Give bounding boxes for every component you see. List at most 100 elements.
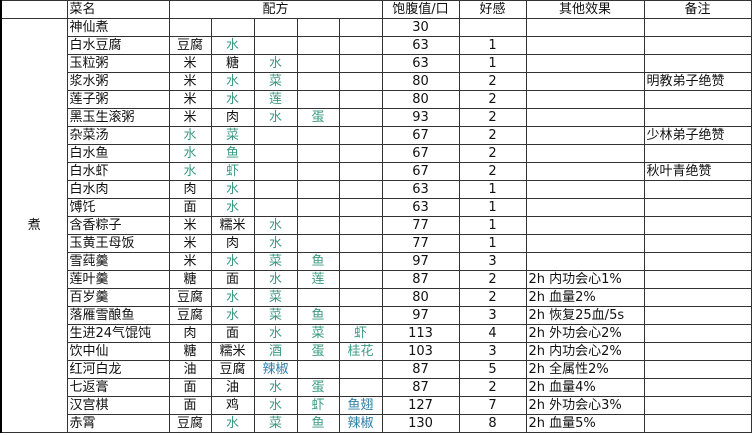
- ingredient-cell[interactable]: 蛋: [296, 342, 340, 361]
- ingredient-cell[interactable]: [296, 54, 340, 73]
- effect-cell[interactable]: [525, 198, 645, 217]
- ingredient-cell[interactable]: [338, 360, 383, 379]
- ingredient-cell[interactable]: 豆腐: [210, 360, 255, 379]
- header-effect[interactable]: 其他效果: [525, 0, 645, 19]
- ingredient-cell[interactable]: [338, 288, 383, 307]
- ingredient-cell[interactable]: [296, 198, 340, 217]
- note-cell[interactable]: 少林弟子绝赞: [643, 126, 752, 145]
- satiety-cell[interactable]: 113: [381, 324, 460, 343]
- satiety-cell[interactable]: 97: [381, 252, 460, 271]
- ingredient-cell[interactable]: [338, 306, 383, 325]
- dish-name-cell[interactable]: 莲子粥: [66, 90, 170, 109]
- satiety-cell[interactable]: 93: [381, 108, 460, 127]
- effect-cell[interactable]: [525, 72, 645, 91]
- dish-name-cell[interactable]: 白水肉: [66, 180, 170, 199]
- ingredient-cell[interactable]: [253, 198, 298, 217]
- ingredient-cell[interactable]: [296, 72, 340, 91]
- dish-name-cell[interactable]: 杂菜汤: [66, 126, 170, 145]
- note-cell[interactable]: [643, 306, 752, 325]
- ingredient-cell[interactable]: 面: [168, 396, 212, 415]
- dish-name-cell[interactable]: 神仙煮: [66, 18, 170, 37]
- ingredient-cell[interactable]: [338, 180, 383, 199]
- note-cell[interactable]: [643, 378, 752, 397]
- ingredient-cell[interactable]: 米: [168, 234, 212, 253]
- favor-cell[interactable]: [458, 18, 527, 37]
- ingredient-cell[interactable]: [296, 216, 340, 235]
- header-note[interactable]: 备注: [643, 0, 752, 19]
- ingredient-cell[interactable]: 辣椒: [338, 414, 383, 433]
- note-cell[interactable]: 秋叶青绝赞: [643, 162, 752, 181]
- favor-cell[interactable]: 1: [458, 234, 527, 253]
- ingredient-cell[interactable]: 水: [210, 90, 255, 109]
- ingredient-cell[interactable]: 豆腐: [168, 306, 212, 325]
- note-cell[interactable]: [643, 198, 752, 217]
- ingredient-cell[interactable]: [338, 216, 383, 235]
- ingredient-cell[interactable]: [253, 144, 298, 163]
- ingredient-cell[interactable]: 水: [253, 234, 298, 253]
- dish-name-cell[interactable]: 白水豆腐: [66, 36, 170, 55]
- ingredient-cell[interactable]: 豆腐: [168, 288, 212, 307]
- favor-cell[interactable]: 2: [458, 378, 527, 397]
- effect-cell[interactable]: 2h 恢复25血/5s: [525, 306, 645, 325]
- ingredient-cell[interactable]: 糖: [168, 270, 212, 289]
- favor-cell[interactable]: 1: [458, 216, 527, 235]
- favor-cell[interactable]: 2: [458, 270, 527, 289]
- effect-cell[interactable]: [525, 90, 645, 109]
- ingredient-cell[interactable]: 水: [210, 36, 255, 55]
- satiety-cell[interactable]: 80: [381, 72, 460, 91]
- ingredient-cell[interactable]: [338, 198, 383, 217]
- ingredient-cell[interactable]: 菜: [253, 288, 298, 307]
- effect-cell[interactable]: [525, 54, 645, 73]
- ingredient-cell[interactable]: 桂花: [338, 342, 383, 361]
- ingredient-cell[interactable]: [253, 180, 298, 199]
- category-cell[interactable]: 煮: [0, 18, 68, 433]
- note-cell[interactable]: [643, 180, 752, 199]
- favor-cell[interactable]: 1: [458, 54, 527, 73]
- ingredient-cell[interactable]: [296, 90, 340, 109]
- ingredient-cell[interactable]: 糖: [210, 54, 255, 73]
- ingredient-cell[interactable]: 辣椒: [253, 360, 298, 379]
- ingredient-cell[interactable]: 糖: [168, 342, 212, 361]
- ingredient-cell[interactable]: [296, 36, 340, 55]
- effect-cell[interactable]: [525, 108, 645, 127]
- ingredient-cell[interactable]: 面: [168, 198, 212, 217]
- dish-name-cell[interactable]: 雪莼羹: [66, 252, 170, 271]
- ingredient-cell[interactable]: 米: [168, 72, 212, 91]
- dish-name-cell[interactable]: 含香粽子: [66, 216, 170, 235]
- favor-cell[interactable]: 2: [458, 126, 527, 145]
- favor-cell[interactable]: 4: [458, 324, 527, 343]
- note-cell[interactable]: [643, 396, 752, 415]
- favor-cell[interactable]: 3: [458, 342, 527, 361]
- ingredient-cell[interactable]: 水: [210, 306, 255, 325]
- satiety-cell[interactable]: 103: [381, 342, 460, 361]
- favor-cell[interactable]: 3: [458, 306, 527, 325]
- note-cell[interactable]: [643, 18, 752, 37]
- ingredient-cell[interactable]: 蛋: [296, 108, 340, 127]
- dish-name-cell[interactable]: 馎饦: [66, 198, 170, 217]
- ingredient-cell[interactable]: [296, 18, 340, 37]
- ingredient-cell[interactable]: 水: [253, 270, 298, 289]
- favor-cell[interactable]: 8: [458, 414, 527, 433]
- favor-cell[interactable]: 2: [458, 108, 527, 127]
- header-satiety[interactable]: 饱腹值/口: [381, 0, 460, 19]
- ingredient-cell[interactable]: 酒: [253, 342, 298, 361]
- effect-cell[interactable]: 2h 内功会心1%: [525, 270, 645, 289]
- dish-name-cell[interactable]: 汉宫棋: [66, 396, 170, 415]
- dish-name-cell[interactable]: 莲叶羹: [66, 270, 170, 289]
- ingredient-cell[interactable]: 油: [210, 378, 255, 397]
- ingredient-cell[interactable]: [338, 252, 383, 271]
- ingredient-cell[interactable]: 米: [168, 90, 212, 109]
- ingredient-cell[interactable]: 豆腐: [168, 36, 212, 55]
- ingredient-cell[interactable]: 菜: [253, 414, 298, 433]
- dish-name-cell[interactable]: 百岁羹: [66, 288, 170, 307]
- note-cell[interactable]: [643, 324, 752, 343]
- satiety-cell[interactable]: 87: [381, 270, 460, 289]
- ingredient-cell[interactable]: [296, 126, 340, 145]
- note-cell[interactable]: [643, 36, 752, 55]
- dish-name-cell[interactable]: 黑玉生滚粥: [66, 108, 170, 127]
- satiety-cell[interactable]: 77: [381, 216, 460, 235]
- header-name[interactable]: 菜名: [66, 0, 170, 19]
- ingredient-cell[interactable]: 虾: [210, 162, 255, 181]
- ingredient-cell[interactable]: 菜: [296, 324, 340, 343]
- favor-cell[interactable]: 2: [458, 144, 527, 163]
